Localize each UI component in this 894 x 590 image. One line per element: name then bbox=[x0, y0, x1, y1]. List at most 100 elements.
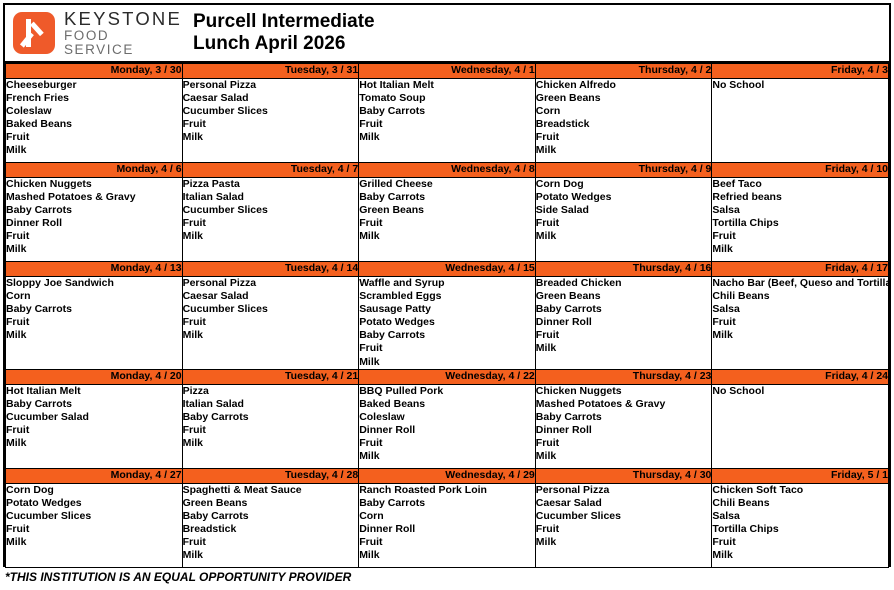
menu-item: Mashed Potatoes & Gravy bbox=[6, 191, 136, 204]
menu-item: BBQ Pulled Pork bbox=[359, 384, 444, 397]
menu-item: Milk bbox=[182, 437, 204, 450]
menu-item: Milk bbox=[182, 131, 204, 144]
menu-item: Green Beans bbox=[182, 496, 248, 509]
menu-item: Coleslaw bbox=[359, 410, 405, 423]
menu-item: Milk bbox=[535, 450, 557, 463]
menu-item-list: Corn Dog Potato Wedges Side Salad Fruit Milk bbox=[535, 179, 711, 244]
week-meal-row: Cheeseburger French Fries Coleslaw Baked Be… bbox=[5, 78, 889, 163]
menu-item: Milk bbox=[6, 329, 27, 342]
day-menu-cell: Ranch Roasted Pork Loin Baby Carrots Corn D… bbox=[358, 482, 536, 568]
menu-item: Baby Carrots bbox=[359, 496, 426, 509]
day-menu-cell: Chicken Alfredo Green Beans Corn Breadstick… bbox=[534, 78, 713, 163]
menu-item: Beef Taco bbox=[712, 178, 762, 191]
day-date-header: Monday, 4 / 20 bbox=[5, 368, 183, 385]
menu-item: Baby Carrots bbox=[6, 303, 72, 316]
calendar-body: Monday, 3 / 30 Tuesday, 3 / 31 Wednesday, … bbox=[5, 63, 889, 568]
menu-item: Hot Italian Melt bbox=[6, 384, 81, 397]
menu-item: Baby Carrots bbox=[359, 105, 426, 118]
menu-item: Baby Carrots bbox=[359, 329, 426, 342]
masthead: KEYSTONE FOOD SERVICE Purcell Intermedia… bbox=[5, 5, 889, 63]
week-meal-row: Corn Dog Potato Wedges Cucumber Slices Frui… bbox=[5, 482, 889, 568]
menu-item: Hot Italian Melt bbox=[359, 79, 434, 92]
menu-item: Fruit bbox=[535, 522, 560, 535]
day-menu-cell: Hot Italian Melt Baby Carrots Cucumber Sal… bbox=[5, 383, 183, 469]
menu-item: Milk bbox=[535, 536, 557, 549]
day-date-header: Friday, 4 / 17 bbox=[711, 261, 889, 277]
menu-item: Dinner Roll bbox=[6, 217, 63, 230]
menu-item: Salsa bbox=[712, 509, 740, 522]
menu-item: Salsa bbox=[712, 303, 740, 316]
menu-item-list: Ranch Roasted Pork Loin Baby Carrots Corn D… bbox=[359, 483, 535, 562]
menu-item: Milk bbox=[712, 329, 733, 342]
menu-item: Pizza Pasta bbox=[182, 178, 240, 191]
menu-item: Dinner Roll bbox=[535, 423, 592, 436]
menu-subtitle: Lunch April 2026 bbox=[193, 33, 346, 54]
day-menu-cell: Beef Taco Refried beans Salsa Tortilla Chip… bbox=[711, 177, 889, 262]
day-date-header: Friday, 4 / 24 bbox=[711, 368, 889, 385]
menu-item: Baby Carrots bbox=[6, 204, 72, 217]
menu-item: Fruit bbox=[6, 522, 30, 535]
day-menu-cell: Chicken Nuggets Mashed Potatoes & Gravy Ba… bbox=[5, 177, 183, 262]
day-date-header: Tuesday, 4 / 14 bbox=[181, 261, 360, 277]
menu-item: Dinner Roll bbox=[359, 522, 416, 535]
menu-item-list: BBQ Pulled Pork Baked Beans Coleslaw Dinner… bbox=[359, 384, 535, 463]
day-menu-cell: Personal Pizza Caesar Salad Cucumber Slice… bbox=[534, 482, 713, 568]
day-date-header: Wednesday, 4 / 8 bbox=[358, 162, 536, 178]
menu-item-list: No School bbox=[713, 385, 888, 398]
menu-item-list: No School bbox=[713, 80, 888, 93]
menu-item: Fruit bbox=[359, 437, 383, 450]
menu-item: Milk bbox=[6, 536, 27, 549]
day-date-header: Monday, 4 / 6 bbox=[5, 162, 183, 178]
menu-item: Baby Carrots bbox=[359, 191, 426, 204]
menu-item: Tortilla Chips bbox=[712, 217, 779, 230]
day-date-header: Wednesday, 4 / 29 bbox=[358, 467, 536, 484]
menu-item-list: Waffle and Syrup Scrambled Eggs Sausage Pa… bbox=[359, 277, 535, 368]
menu-item: Fruit bbox=[359, 536, 383, 549]
menu-item: Salsa bbox=[712, 204, 740, 217]
menu-item: Fruit bbox=[535, 131, 560, 144]
day-date-header: Monday, 4 / 13 bbox=[5, 261, 183, 277]
menu-item-list: Grilled Cheese Baby Carrots Green Beans Fru… bbox=[359, 179, 535, 244]
menu-item: Cucumber Slices bbox=[182, 105, 268, 118]
day-date-header: Wednesday, 4 / 22 bbox=[358, 368, 536, 385]
menu-item: Mashed Potatoes & Gravy bbox=[535, 397, 666, 410]
menu-item: Potato Wedges bbox=[535, 191, 612, 204]
menu-item-list: Personal Pizza Caesar Salad Cucumber Slice… bbox=[182, 80, 358, 145]
menu-item-list: Chicken Alfredo Green Beans Corn Breadstick… bbox=[535, 80, 711, 158]
menu-item-list: Nacho Bar (Beef, Queso and Tortilla Chip… bbox=[712, 277, 888, 342]
menu-item: Ranch Roasted Pork Loin bbox=[359, 483, 487, 496]
menu-item: Personal Pizza bbox=[182, 277, 257, 289]
menu-item: Waffle and Syrup bbox=[359, 277, 445, 289]
brand-name-line1: KEYSTONE bbox=[64, 8, 183, 30]
day-date-header: Tuesday, 4 / 28 bbox=[181, 467, 360, 484]
menu-item: Fruit bbox=[182, 217, 206, 230]
menu-item: Baby Carrots bbox=[182, 410, 249, 423]
menu-item: Cucumber Salad bbox=[6, 410, 89, 423]
menu-item: Sloppy Joe Sandwich bbox=[6, 277, 114, 289]
menu-item: Breadstick bbox=[182, 522, 237, 535]
menu-item-list: Pizza Italian Salad Baby Carrots Fruit Milk bbox=[182, 385, 358, 450]
page-title: Purcell Intermediate Lunch April 2026 bbox=[183, 11, 375, 56]
day-menu-cell: Nacho Bar (Beef, Queso and Tortilla Chip… bbox=[711, 276, 889, 370]
menu-item: Fruit bbox=[535, 329, 560, 342]
week-date-row: Monday, 3 / 30 Tuesday, 3 / 31 Wednesday, … bbox=[5, 63, 889, 79]
menu-frame: KEYSTONE FOOD SERVICE Purcell Intermedia… bbox=[3, 3, 891, 568]
menu-item-list: Breaded Chicken Green Beans Baby Carrots Di… bbox=[535, 277, 711, 355]
menu-item: Fruit bbox=[182, 423, 206, 436]
day-menu-cell: Pizza Italian Salad Baby Carrots Fruit Milk bbox=[181, 383, 360, 469]
menu-item: Green Beans bbox=[535, 92, 601, 105]
menu-item: Fruit bbox=[535, 437, 560, 450]
menu-item: Fruit bbox=[712, 230, 736, 243]
week-date-row: Monday, 4 / 13 Tuesday, 4 / 14 Wednesday, … bbox=[5, 261, 889, 277]
menu-item-list: Cheeseburger French Fries Coleslaw Baked Be… bbox=[6, 80, 181, 158]
day-date-header: Tuesday, 3 / 31 bbox=[181, 63, 360, 79]
day-date-header: Wednesday, 4 / 15 bbox=[358, 261, 536, 277]
brand-name-line2: FOOD SERVICE bbox=[64, 27, 134, 57]
menu-item: Corn bbox=[6, 290, 31, 303]
brand-logo: KEYSTONE FOOD SERVICE bbox=[5, 8, 183, 57]
day-menu-cell: Chicken Soft Taco Chili Beans Salsa Tortill… bbox=[711, 482, 889, 568]
menu-item: Milk bbox=[359, 450, 380, 463]
day-date-header: Tuesday, 4 / 7 bbox=[181, 162, 360, 178]
menu-item: Cucumber Slices bbox=[182, 204, 268, 217]
menu-item: Baby Carrots bbox=[182, 509, 249, 522]
